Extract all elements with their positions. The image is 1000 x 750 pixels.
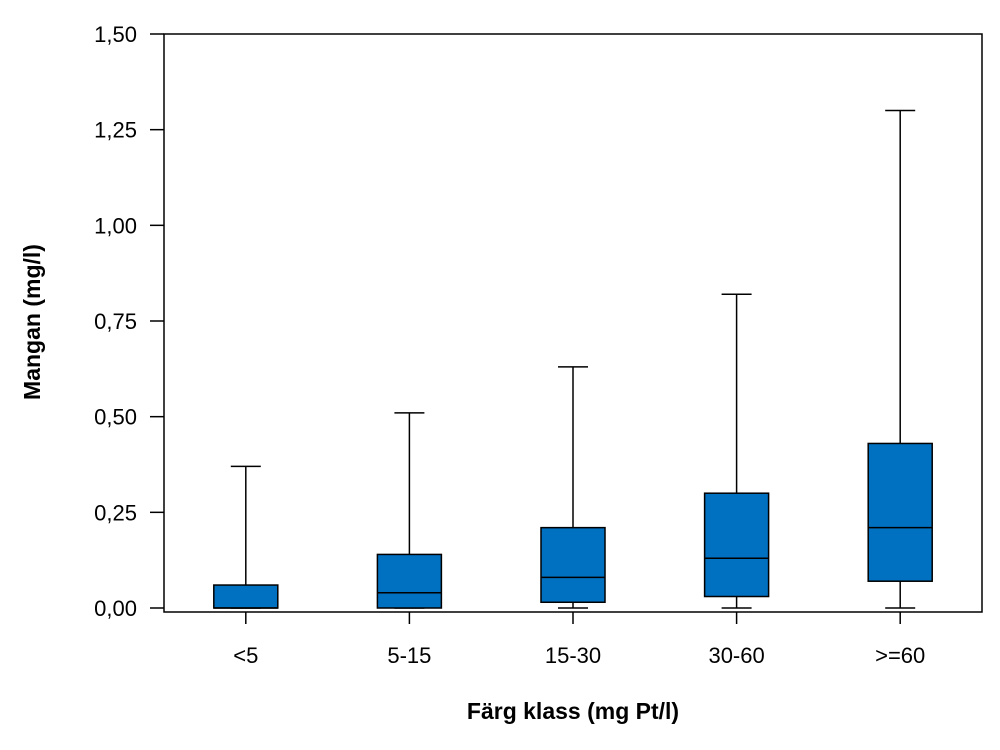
x-axis: <5 5-15 15-30 30-60 >=60 [233, 612, 925, 668]
y-tick-label: 0,00 [94, 596, 137, 621]
y-tick-label: 0,50 [94, 405, 137, 430]
y-tick-label: 1,50 [94, 22, 137, 47]
box-iqr [376, 553, 443, 609]
box-iqr [540, 526, 606, 604]
x-tick-label: <5 [233, 643, 258, 668]
y-tick-label: 1,00 [94, 213, 137, 238]
y-axis: 0,00 0,25 0,50 0,75 1,00 1,25 1,50 [94, 22, 164, 621]
box-series [213, 109, 933, 609]
x-axis-title: Färg klass (mg Pt/l) [467, 698, 679, 724]
y-tick-label: 1,25 [94, 118, 137, 143]
x-tick-label: >=60 [875, 643, 925, 668]
x-tick-label: 15-30 [545, 643, 601, 668]
box-1 [213, 465, 279, 609]
y-tick-label: 0,75 [94, 309, 137, 334]
box-4 [703, 293, 770, 609]
box-3 [540, 366, 606, 609]
y-axis-title: Mangan (mg/l) [19, 244, 45, 400]
box-iqr [213, 584, 279, 609]
box-2 [376, 412, 443, 609]
x-tick-label: 30-60 [708, 643, 764, 668]
box-5 [867, 109, 933, 609]
box-iqr [703, 492, 770, 598]
x-tick-label: 5-15 [387, 643, 431, 668]
y-tick-label: 0,25 [94, 500, 137, 525]
box-iqr [867, 442, 933, 582]
